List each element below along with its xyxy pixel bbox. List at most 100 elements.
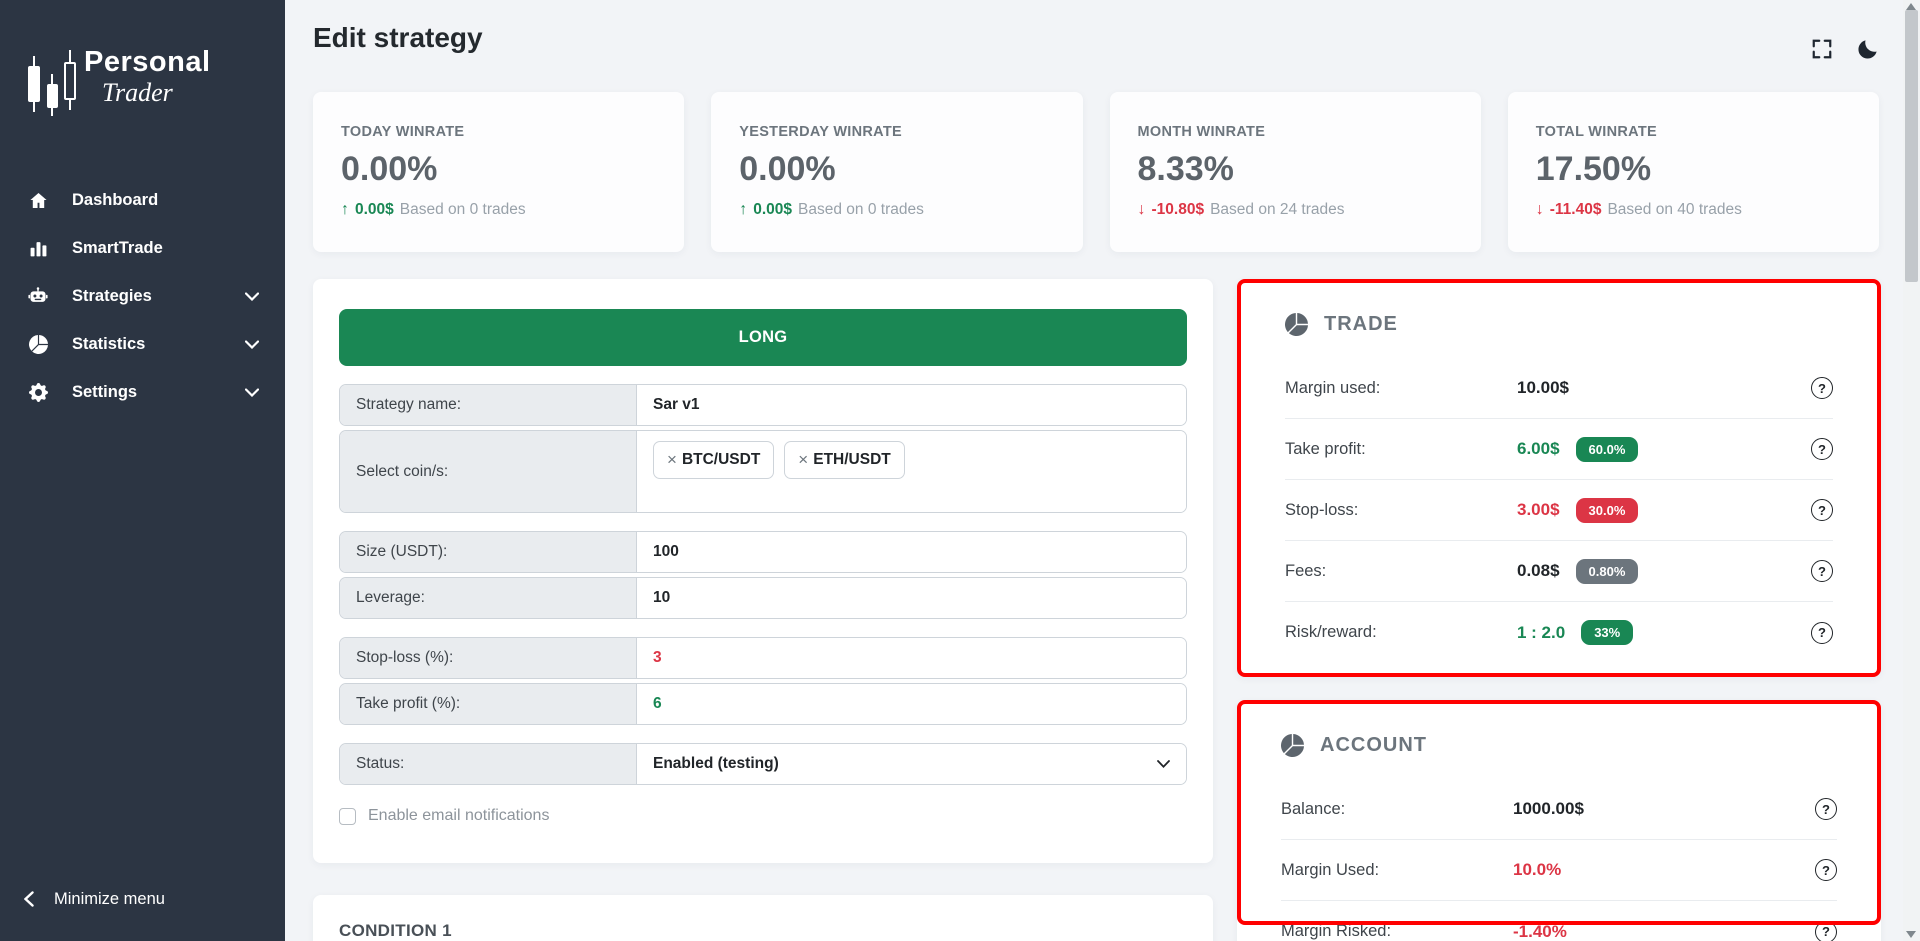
pie-chart-icon xyxy=(1285,313,1308,336)
arrow-down-icon: ↓ xyxy=(1535,201,1544,218)
vertical-scrollbar[interactable] xyxy=(1903,0,1920,941)
help-icon[interactable]: ? xyxy=(1811,499,1833,521)
stat-card-month-winrate: MONTH WINRATE 8.33% ↓ -10.80$ Based on 2… xyxy=(1109,92,1481,252)
account-summary-panel: ACCOUNT Balance: 1000.00$ ? Margin Used:… xyxy=(1237,700,1881,941)
stat-value: 0.00% xyxy=(739,150,836,188)
main-content: Edit strategy TODAY WINRATE 0.00% ↑ 0.00… xyxy=(285,0,1903,941)
arrow-down-icon: ↓ xyxy=(1137,201,1146,218)
help-icon[interactable]: ? xyxy=(1815,798,1837,820)
leverage-label: Leverage: xyxy=(340,578,637,618)
coin-chip-eth-usdt[interactable]: × ETH/USDT xyxy=(784,441,905,479)
stat-note: Based on 40 trades xyxy=(1607,201,1742,218)
help-icon[interactable]: ? xyxy=(1811,377,1833,399)
pie-chart-icon xyxy=(1281,734,1304,757)
logo-text-line2: Trader xyxy=(102,78,173,107)
minimize-menu-label: Minimize menu xyxy=(54,889,165,908)
account-panel-title: ACCOUNT xyxy=(1320,734,1427,756)
row-value: 3.00$ xyxy=(1517,500,1560,519)
stat-label: YESTERDAY WINRATE xyxy=(739,124,902,140)
sidebar: Personal Trader Dashboard SmartTrade xyxy=(0,0,285,941)
sidebar-item-strategies[interactable]: Strategies xyxy=(0,272,285,320)
size-label: Size (USDT): xyxy=(340,532,637,572)
stat-delta: 0.00$ xyxy=(355,201,394,218)
select-coins-label: Select coin/s: xyxy=(340,431,637,512)
status-selected-value: Enabled (testing) xyxy=(653,755,779,772)
coin-chip-label: ETH/USDT xyxy=(813,451,891,468)
arrow-up-icon: ↑ xyxy=(739,201,748,218)
coin-chip-btc-usdt[interactable]: × BTC/USDT xyxy=(653,441,775,479)
help-icon[interactable]: ? xyxy=(1815,859,1837,881)
scrollbar-down-arrow[interactable] xyxy=(1906,931,1916,938)
stat-card-yesterday-winrate: YESTERDAY WINRATE 0.00% ↑ 0.00$ Based on… xyxy=(711,92,1083,252)
row-label: Margin used: xyxy=(1285,378,1381,397)
stop-loss-label: Stop-loss (%): xyxy=(340,638,637,678)
email-notifications-toggle[interactable]: Enable email notifications xyxy=(339,807,1187,825)
stat-value: 0.00% xyxy=(341,150,438,188)
take-profit-input[interactable]: 6 xyxy=(637,684,1186,724)
help-icon[interactable]: ? xyxy=(1815,920,1837,941)
winrate-stats-row: TODAY WINRATE 0.00% ↑ 0.00$ Based on 0 t… xyxy=(313,92,1879,252)
row-label: Risk/reward: xyxy=(1285,623,1377,641)
home-icon xyxy=(28,190,48,210)
sidebar-item-smarttrade[interactable]: SmartTrade xyxy=(0,224,285,272)
select-coins-row: Select coin/s: × BTC/USDT × ETH/USDT xyxy=(339,430,1187,513)
help-icon[interactable]: ? xyxy=(1811,438,1833,460)
row-value: 10.00$ xyxy=(1517,378,1569,397)
size-input[interactable]: 100 xyxy=(637,532,1186,572)
strategy-name-row: Strategy name: Sar v1 xyxy=(339,384,1187,426)
sidebar-item-label: Strategies xyxy=(72,286,152,305)
sidebar-item-label: Settings xyxy=(72,382,138,401)
email-notifications-checkbox[interactable] xyxy=(339,807,356,825)
chevron-left-icon xyxy=(24,891,34,907)
sidebar-nav: Dashboard SmartTrade Strategies xyxy=(0,176,285,416)
candlestick-logo-icon xyxy=(26,48,78,120)
gear-icon xyxy=(28,382,48,402)
account-row-margin-used: Margin Used: 10.0% ? xyxy=(1281,840,1837,901)
direction-long-button[interactable]: LONG xyxy=(339,309,1187,366)
stat-note: Based on 0 trades xyxy=(399,201,526,218)
leverage-input[interactable]: 10 xyxy=(637,578,1186,618)
account-row-margin-risked: Margin Risked: -1.40% ? xyxy=(1281,901,1837,941)
row-label: Fees: xyxy=(1285,561,1327,580)
strategy-name-input[interactable]: Sar v1 xyxy=(637,385,1186,425)
help-icon[interactable]: ? xyxy=(1811,560,1833,582)
sidebar-item-dashboard[interactable]: Dashboard xyxy=(0,176,285,224)
fullscreen-icon[interactable] xyxy=(1809,36,1835,62)
percent-badge: 0.80% xyxy=(1575,558,1639,584)
row-value: 1000.00$ xyxy=(1513,799,1584,818)
logo-text-line1: Personal xyxy=(84,46,211,78)
row-value: -1.40% xyxy=(1513,921,1567,941)
status-select[interactable]: Enabled (testing) xyxy=(637,744,1186,784)
condition-1-card: CONDITION 1 xyxy=(313,895,1213,941)
scrollbar-up-arrow[interactable] xyxy=(1906,3,1916,10)
size-row: Size (USDT): 100 xyxy=(339,531,1187,573)
row-label: Margin Used: xyxy=(1281,860,1380,879)
minimize-menu-button[interactable]: Minimize menu xyxy=(0,881,285,917)
stat-value: 17.50% xyxy=(1535,150,1652,188)
remove-coin-icon[interactable]: × xyxy=(798,450,809,469)
select-coins-input[interactable]: × BTC/USDT × ETH/USDT xyxy=(637,431,1186,512)
trade-summary-panel: TRADE Margin used: 10.00$ ? Take profit:… xyxy=(1237,279,1881,677)
app-logo: Personal Trader xyxy=(26,48,211,120)
help-icon[interactable]: ? xyxy=(1811,621,1833,644)
trade-panel-title: TRADE xyxy=(1324,313,1398,335)
scrollbar-thumb[interactable] xyxy=(1905,10,1918,282)
bar-chart-icon xyxy=(28,238,48,258)
stop-loss-row: Stop-loss (%): 3 xyxy=(339,637,1187,679)
stat-card-total-winrate: TOTAL WINRATE 17.50% ↓ -11.40$ Based on … xyxy=(1507,92,1879,252)
stat-delta: 0.00$ xyxy=(753,201,793,218)
stop-loss-input[interactable]: 3 xyxy=(637,638,1186,678)
dark-mode-moon-icon[interactable] xyxy=(1855,36,1881,62)
sidebar-item-statistics[interactable]: Statistics xyxy=(0,320,285,368)
coin-chip-label: BTC/USDT xyxy=(681,451,761,468)
sidebar-item-settings[interactable]: Settings xyxy=(0,368,285,416)
email-notifications-label: Enable email notifications xyxy=(368,807,550,824)
chevron-down-icon xyxy=(245,339,259,349)
remove-coin-icon[interactable]: × xyxy=(667,450,677,469)
row-label: Take profit: xyxy=(1285,439,1366,458)
trade-row-take-profit: Take profit: 6.00$ 60.0% ? xyxy=(1285,419,1833,480)
status-label: Status: xyxy=(340,744,637,784)
leverage-row: Leverage: 10 xyxy=(339,577,1187,619)
row-value: 6.00$ xyxy=(1517,439,1560,458)
robot-icon xyxy=(28,286,48,306)
